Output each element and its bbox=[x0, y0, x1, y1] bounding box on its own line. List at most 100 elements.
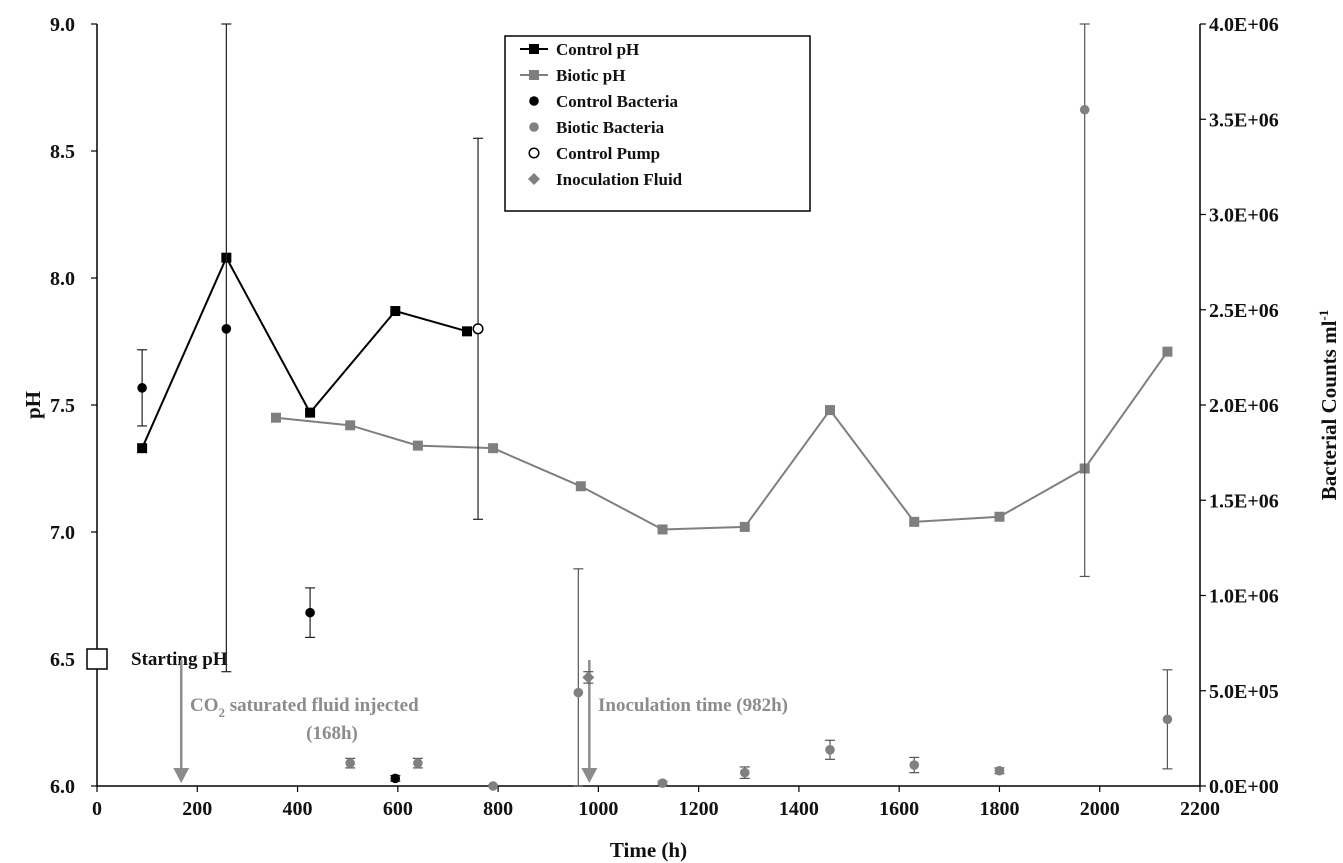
starting-ph-label: Starting pH bbox=[131, 649, 228, 670]
x-tick-label: 800 bbox=[483, 798, 513, 820]
data-point bbox=[1162, 346, 1173, 357]
data-point bbox=[221, 324, 232, 334]
data-point bbox=[825, 745, 835, 755]
series-biotic-ph bbox=[270, 346, 1173, 535]
y2-tick-label: 5.0E+05 bbox=[1209, 681, 1279, 703]
data-point bbox=[739, 521, 750, 532]
y2-tick-label: 1.0E+06 bbox=[1209, 586, 1279, 608]
y-tick-label: 8.5 bbox=[50, 141, 75, 163]
legend-marker bbox=[529, 44, 539, 54]
x-tick-label: 400 bbox=[283, 798, 313, 820]
data-point bbox=[739, 767, 750, 778]
x-tick-label: 0 bbox=[92, 798, 102, 820]
y2-axis-title-main: Bacterial Counts ml bbox=[1317, 320, 1341, 500]
data-point bbox=[413, 758, 423, 768]
legend-label: Control Bacteria bbox=[556, 92, 678, 111]
y2-tick-label: 3.5E+06 bbox=[1209, 109, 1279, 131]
data-point bbox=[994, 765, 1005, 776]
legend-item: Inoculation Fluid bbox=[528, 170, 683, 189]
x-tick-label: 1800 bbox=[979, 798, 1019, 820]
data-point bbox=[412, 440, 423, 451]
legend-marker bbox=[529, 122, 539, 132]
series-control-bacteria bbox=[137, 23, 401, 784]
data-point bbox=[345, 758, 355, 768]
x-tick-label: 1400 bbox=[779, 798, 819, 820]
legend-marker bbox=[529, 96, 539, 106]
co2-injection-label: CO2 saturated fluid injected bbox=[190, 695, 419, 720]
legend: Control pH Biotic pH Control Bacteria Bioti… bbox=[504, 35, 811, 212]
x-tick-label: 1600 bbox=[879, 798, 919, 820]
legend-item: Biotic Bacteria bbox=[529, 118, 665, 137]
legend-marker bbox=[528, 173, 540, 185]
data-point bbox=[824, 405, 835, 416]
data-point bbox=[472, 323, 484, 335]
axes: 0 200 400 600 800 1000 1200 1400 1600 1800 2000 220… bbox=[21, 14, 1341, 862]
x-tick-label: 1000 bbox=[578, 798, 618, 820]
y2-tick-label: 3.0E+06 bbox=[1209, 205, 1279, 227]
data-point bbox=[582, 671, 595, 684]
co2-injection-label-subscript: 2 bbox=[219, 705, 226, 720]
x-tick-label: 2200 bbox=[1180, 798, 1220, 820]
data-point bbox=[575, 481, 586, 492]
y-tick-label: 6.0 bbox=[50, 776, 75, 798]
legend-label: Biotic pH bbox=[556, 66, 625, 85]
data-point bbox=[488, 781, 498, 791]
data-point bbox=[1079, 104, 1090, 115]
data-point bbox=[994, 511, 1005, 522]
annotations: Starting pH CO2 saturated fluid injected (… bbox=[86, 648, 788, 783]
x-tick-label: 200 bbox=[182, 798, 212, 820]
y2-tick-label: 0.0E+00 bbox=[1209, 776, 1279, 798]
data-point bbox=[657, 778, 668, 788]
data-point bbox=[909, 760, 920, 770]
x-tick-label: 2000 bbox=[1080, 798, 1120, 820]
legend-item: Control Bacteria bbox=[529, 92, 678, 111]
data-point bbox=[573, 687, 584, 698]
co2-injection-label-time: (168h) bbox=[306, 723, 358, 744]
series-layer bbox=[137, 23, 1173, 791]
y2-axis-title: Bacterial Counts ml-1 bbox=[1316, 310, 1341, 501]
data-point bbox=[657, 524, 668, 535]
inoculation-arrow-head bbox=[581, 768, 598, 783]
data-point bbox=[305, 407, 316, 418]
y2-axis-title-superscript: -1 bbox=[1316, 310, 1331, 321]
y2-tick-label: 2.0E+06 bbox=[1209, 395, 1279, 417]
legend-label: Control pH bbox=[556, 40, 639, 59]
legend-box bbox=[504, 35, 811, 212]
co2-injection-label-rest: saturated fluid injected bbox=[225, 695, 419, 716]
data-point bbox=[909, 516, 920, 527]
legend-marker bbox=[528, 147, 540, 159]
x-tick-label: 600 bbox=[383, 798, 413, 820]
x-tick-label: 1200 bbox=[679, 798, 719, 820]
y-tick-label: 7.5 bbox=[50, 395, 75, 417]
series-line bbox=[141, 255, 468, 449]
legend-item: Biotic pH bbox=[520, 66, 625, 85]
data-point bbox=[137, 383, 147, 393]
series-biotic-bacteria bbox=[345, 23, 1173, 791]
data-point bbox=[462, 326, 473, 337]
data-point bbox=[1162, 714, 1173, 725]
data-point bbox=[305, 607, 315, 618]
series-line bbox=[275, 351, 1169, 531]
y-tick-label: 7.0 bbox=[50, 522, 75, 544]
data-point bbox=[390, 773, 401, 784]
starting-ph-marker bbox=[86, 648, 108, 670]
legend-item: Control Pump bbox=[528, 144, 660, 163]
y2-tick-label: 4.0E+06 bbox=[1209, 14, 1279, 36]
legend-label: Control Pump bbox=[556, 144, 660, 163]
legend-marker bbox=[529, 70, 539, 80]
legend-label: Inoculation Fluid bbox=[556, 170, 683, 189]
legend-label: Biotic Bacteria bbox=[556, 118, 665, 137]
x-axis-title: Time (h) bbox=[610, 838, 687, 862]
y-axis-title: pH bbox=[21, 391, 45, 419]
legend-item: Control pH bbox=[520, 40, 639, 59]
y2-tick-label: 1.5E+06 bbox=[1209, 490, 1279, 512]
data-point bbox=[390, 306, 401, 317]
y-tick-label: 9.0 bbox=[50, 14, 75, 36]
co2-injection-arrow-head bbox=[173, 768, 190, 783]
data-point bbox=[137, 443, 148, 454]
y2-tick-label: 2.5E+06 bbox=[1209, 300, 1279, 322]
inoculation-label: Inoculation time (982h) bbox=[598, 695, 788, 716]
data-point bbox=[488, 443, 499, 454]
co2-injection-label-part: CO bbox=[190, 695, 219, 716]
